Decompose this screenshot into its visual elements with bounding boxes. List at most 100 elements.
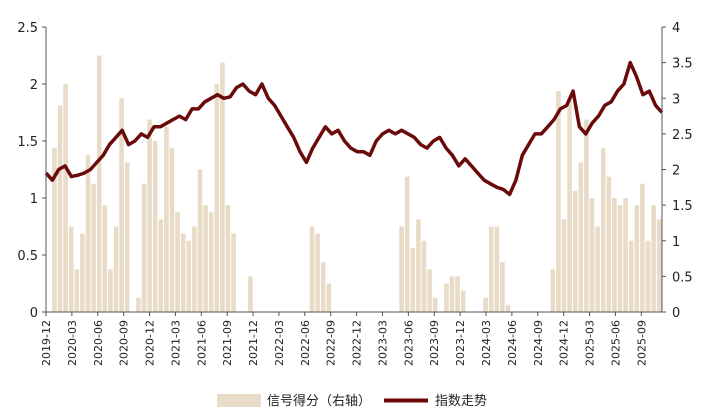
signal-bar <box>444 283 449 312</box>
signal-bar <box>141 183 147 312</box>
x-tick-label: 2022-03 <box>273 320 286 366</box>
signal-bar <box>634 205 640 312</box>
x-tick-label: 2024-12 <box>558 320 571 366</box>
signal-bar <box>231 233 236 312</box>
signal-bar <box>606 176 612 312</box>
signal-bar <box>651 205 656 312</box>
signal-bar <box>656 219 662 312</box>
x-tick-label: 2022-12 <box>351 320 364 366</box>
signal-bar <box>404 176 410 312</box>
left-tick-label: 2 <box>30 78 38 93</box>
x-tick-label: 2019-12 <box>40 320 53 366</box>
signal-bar <box>197 169 203 312</box>
index-line-group <box>44 60 664 197</box>
signal-bar <box>584 119 589 312</box>
left-tick-label: 0.5 <box>17 249 38 264</box>
signal-bar <box>85 155 91 312</box>
left-tick-label: 2.5 <box>17 21 38 36</box>
x-tick-label: 2020-06 <box>92 320 105 366</box>
signal-bar <box>225 205 231 312</box>
signal-bar <box>488 226 494 312</box>
signal-bar <box>612 198 617 312</box>
right-tick-label: 1.5 <box>672 199 693 214</box>
signal-bar <box>108 269 113 312</box>
signal-bar <box>164 126 169 312</box>
right-tick-label: 3 <box>672 92 680 107</box>
x-tick-label: 2022-09 <box>325 320 338 366</box>
signal-bar <box>57 105 63 312</box>
right-tick-label: 4 <box>672 21 680 36</box>
signal-bar <box>320 262 326 312</box>
signal-bar <box>175 212 180 312</box>
signal-bar <box>572 190 578 312</box>
signal-bar <box>460 290 466 312</box>
right-tick-label: 0.5 <box>672 270 693 285</box>
x-tick-label: 2023-09 <box>428 320 441 366</box>
signal-bar <box>102 205 108 312</box>
signal-bar <box>449 276 455 312</box>
legend: 信号得分（右轴） 指数走势 <box>217 393 487 409</box>
signal-bar <box>91 183 96 312</box>
left-tick-label: 1.5 <box>17 135 38 150</box>
x-tick-label: 2021-03 <box>169 320 182 366</box>
signal-bar <box>505 304 511 312</box>
signal-bar <box>427 269 432 312</box>
x-tick-label: 2020-09 <box>118 320 131 366</box>
signal-bar <box>640 183 645 312</box>
signal-bar <box>561 219 567 312</box>
x-tick-label: 2021-06 <box>195 320 208 366</box>
signal-bar <box>169 148 175 312</box>
signal-bar <box>578 162 584 312</box>
x-tick-label: 2025-09 <box>635 320 648 366</box>
signal-bar <box>556 91 561 312</box>
axes: 0 0.5 1 1.5 2 2.5 0 0.5 1 1.5 2 2.5 3 3.5 4 2019-12 2020… <box>17 21 692 366</box>
signal-bar <box>214 84 220 312</box>
signal-bar <box>595 226 600 312</box>
signal-bar <box>96 55 102 312</box>
right-tick-label: 3.5 <box>672 57 693 72</box>
signal-bar <box>158 219 164 312</box>
signal-bar <box>113 226 119 312</box>
signal-bar <box>589 198 595 312</box>
signal-bar <box>152 141 158 312</box>
right-tick-label: 2.5 <box>672 128 693 143</box>
signal-bar <box>416 219 421 312</box>
right-tick-label: 2 <box>672 164 680 179</box>
x-tick-label: 2024-09 <box>532 320 545 366</box>
signal-bar <box>399 226 404 312</box>
right-tick-label: 1 <box>672 235 680 250</box>
signal-bar <box>623 198 628 312</box>
signal-bar <box>617 205 623 312</box>
signal-bar <box>186 240 192 312</box>
signal-bar <box>248 276 253 312</box>
x-tick-label: 2023-06 <box>402 320 415 366</box>
legend-swatch-signal <box>217 394 261 407</box>
signal-bar <box>455 276 460 312</box>
x-tick-label: 2024-03 <box>480 320 493 366</box>
signal-bar <box>500 262 505 312</box>
signal-bar <box>600 148 606 312</box>
signal-bar <box>645 240 651 312</box>
signal-bar <box>432 297 438 312</box>
signal-bar <box>119 98 124 312</box>
signal-bar <box>203 205 208 312</box>
signal-bar <box>421 240 427 312</box>
signal-bar <box>483 297 488 312</box>
signal-bar <box>192 226 197 312</box>
x-tick-label: 2023-03 <box>376 320 389 366</box>
signal-bar <box>220 62 225 312</box>
signal-bars <box>52 55 662 312</box>
legend-label-index: 指数走势 <box>435 393 487 409</box>
x-tick-label: 2024-06 <box>506 320 519 366</box>
x-tick-label: 2021-12 <box>247 320 260 366</box>
signal-bar <box>315 233 320 312</box>
x-tick-label: 2025-06 <box>609 320 622 366</box>
signal-bar <box>550 269 556 312</box>
signal-bar <box>410 247 416 312</box>
x-tick-label: 2025-03 <box>584 320 597 366</box>
signal-bar <box>124 162 130 312</box>
signal-bar <box>136 297 141 312</box>
x-tick-label: 2023-12 <box>454 320 467 366</box>
left-tick-label: 1 <box>30 192 38 207</box>
